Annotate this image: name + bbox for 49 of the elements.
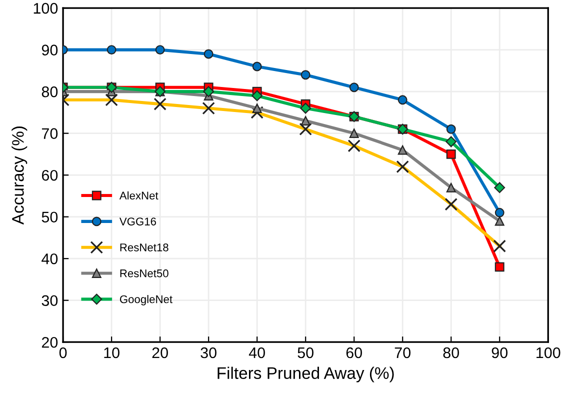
x-tick-label: 80 bbox=[443, 347, 460, 358]
x-tick-label: 0 bbox=[59, 347, 67, 358]
point bbox=[300, 70, 310, 80]
point bbox=[398, 145, 408, 155]
point bbox=[106, 45, 116, 55]
x-tick-label: 70 bbox=[394, 347, 410, 358]
y-tick-label: 60 bbox=[42, 170, 58, 181]
legend-label: ResNet18 bbox=[120, 243, 168, 252]
point bbox=[349, 82, 359, 92]
point bbox=[349, 128, 359, 138]
point bbox=[203, 86, 214, 98]
y-tick-label: 50 bbox=[42, 212, 58, 223]
point bbox=[446, 149, 456, 159]
legend-label: GoogleNet bbox=[120, 295, 172, 306]
point bbox=[204, 49, 214, 59]
point bbox=[494, 208, 504, 218]
x-tick-label: 90 bbox=[492, 347, 508, 358]
x-tick-label: 100 bbox=[536, 347, 560, 358]
point bbox=[446, 136, 457, 148]
x-tick-label: 40 bbox=[248, 347, 265, 358]
y-tick-label: 70 bbox=[42, 128, 58, 139]
point bbox=[300, 116, 310, 126]
y-tick-label: 20 bbox=[42, 336, 58, 348]
y-tick-label: 40 bbox=[42, 253, 58, 264]
point bbox=[155, 45, 165, 55]
point bbox=[494, 262, 504, 272]
point bbox=[446, 182, 456, 192]
legend-label: ResNet50 bbox=[120, 269, 168, 278]
point bbox=[494, 216, 504, 226]
point bbox=[446, 124, 456, 134]
point bbox=[252, 90, 263, 102]
point bbox=[252, 62, 262, 72]
y-tick-label: 100 bbox=[34, 2, 58, 14]
x-tick-label: 10 bbox=[104, 347, 120, 358]
y-axis-title: Accuracy (%) bbox=[12, 126, 28, 225]
x-tick-label: 60 bbox=[346, 347, 362, 358]
x-axis-title: Filters Pruned Away (%) bbox=[218, 366, 394, 382]
point bbox=[300, 102, 312, 114]
y-tick-label: 80 bbox=[42, 86, 58, 98]
point bbox=[398, 95, 408, 105]
legend-label: VGG16 bbox=[119, 218, 156, 226]
point bbox=[252, 104, 262, 113]
x-tick-label: 50 bbox=[298, 347, 314, 358]
x-tick-label: 20 bbox=[152, 347, 168, 358]
x-tick-label: 30 bbox=[200, 347, 216, 358]
y-tick-label: 90 bbox=[42, 44, 58, 56]
y-tick-label: 30 bbox=[42, 295, 58, 306]
legend-label: AlexNet bbox=[119, 191, 158, 200]
point bbox=[494, 182, 506, 194]
